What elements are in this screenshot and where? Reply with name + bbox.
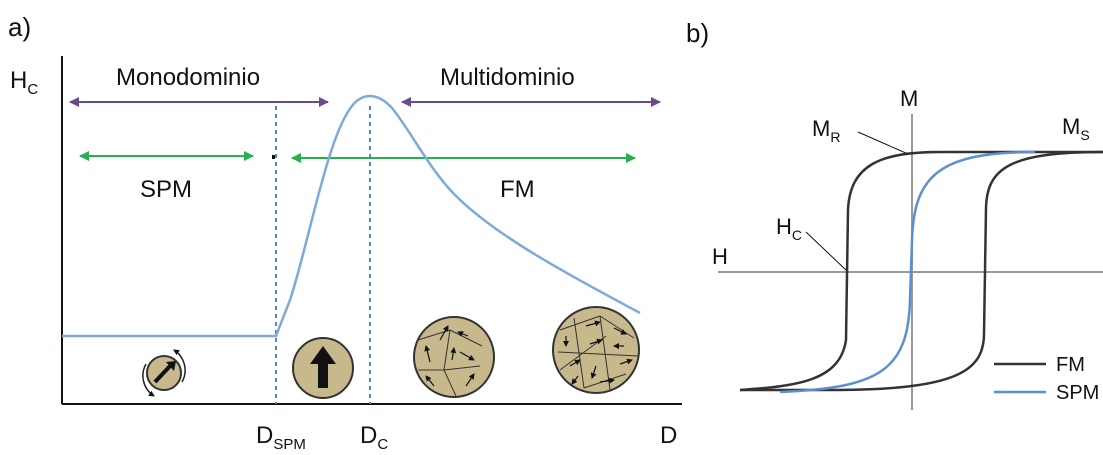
h-axis-label: H [712, 244, 728, 269]
y-axis-label: HC [10, 67, 38, 98]
legend: FM SPM [994, 354, 1099, 404]
superparamagnetic-grain-icon [143, 350, 185, 396]
fm-label: FM [500, 176, 535, 203]
x-axis-label: D [660, 422, 677, 449]
mr-leader-line [858, 132, 908, 154]
legend-fm-label: FM [1056, 354, 1085, 376]
hc-label: HC [776, 214, 802, 243]
dot-marker [272, 155, 275, 159]
d-c-tick-label: DC [360, 422, 388, 453]
spm-label: SPM [140, 176, 192, 203]
single-domain-grain-icon [293, 338, 353, 398]
d-spm-tick-label: DSPM [256, 422, 306, 453]
mr-label: MR [812, 116, 840, 145]
many-domain-grain-icon [553, 307, 639, 393]
coercivity-curve [62, 96, 640, 336]
m-axis-label: M [900, 86, 918, 111]
monodomain-label: Monodominio [116, 64, 260, 91]
hc-leader-line [806, 232, 846, 270]
panel-a: a) HC D Monodominio Multidominio SPM FM … [8, 12, 682, 453]
multi-domain-grain-icon [414, 317, 494, 397]
multidomain-label: Multidominio [440, 64, 575, 91]
ms-label: MS [1062, 114, 1090, 143]
legend-spm-label: SPM [1056, 382, 1099, 404]
panel-b-tag: b) [686, 18, 709, 48]
panel-a-tag: a) [8, 12, 31, 42]
panel-b: b) M H MR MS HC FM SPM [686, 18, 1103, 410]
